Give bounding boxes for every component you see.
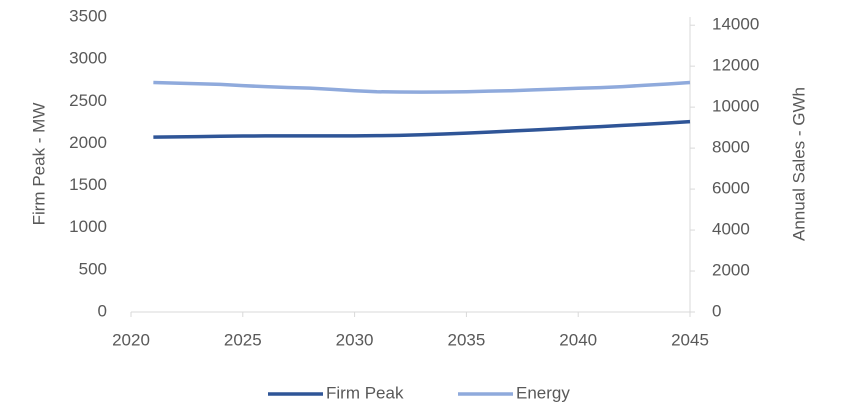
y-tick-label: 500 — [79, 259, 107, 278]
y-axis-title: Firm Peak - MW — [29, 103, 48, 226]
y2-tick-label: 0 — [712, 301, 721, 320]
x-tick-label: 2020 — [112, 330, 150, 349]
y2-tick-label: 14000 — [712, 15, 759, 34]
y2-tick-label: 6000 — [712, 179, 750, 198]
y2-tick-label: 10000 — [712, 97, 759, 116]
legend-label: Energy — [516, 383, 570, 402]
legend-label: Firm Peak — [326, 383, 404, 402]
series-line — [153, 119, 691, 139]
y-tick-label: 2500 — [69, 91, 107, 110]
x-tick-label: 2040 — [559, 330, 597, 349]
y2-tick-label: 8000 — [712, 138, 750, 157]
y2-axis-title: Annual Sales - GWh — [789, 87, 808, 241]
y-tick-label: 3000 — [69, 49, 107, 68]
x-tick-label: 2030 — [336, 330, 374, 349]
series-line — [153, 80, 691, 94]
x-tick-label: 2045 — [671, 330, 709, 349]
y-tick-label: 1000 — [69, 217, 107, 236]
y2-tick-label: 4000 — [712, 220, 750, 239]
y-tick-label: 0 — [98, 301, 107, 320]
y-tick-label: 3500 — [69, 6, 107, 25]
y-tick-label: 2000 — [69, 133, 107, 152]
x-tick-label: 2025 — [224, 330, 262, 349]
y2-tick-label: 12000 — [712, 56, 759, 75]
y-tick-label: 1500 — [69, 175, 107, 194]
x-tick-label: 2035 — [447, 330, 485, 349]
y2-tick-label: 2000 — [712, 261, 750, 280]
